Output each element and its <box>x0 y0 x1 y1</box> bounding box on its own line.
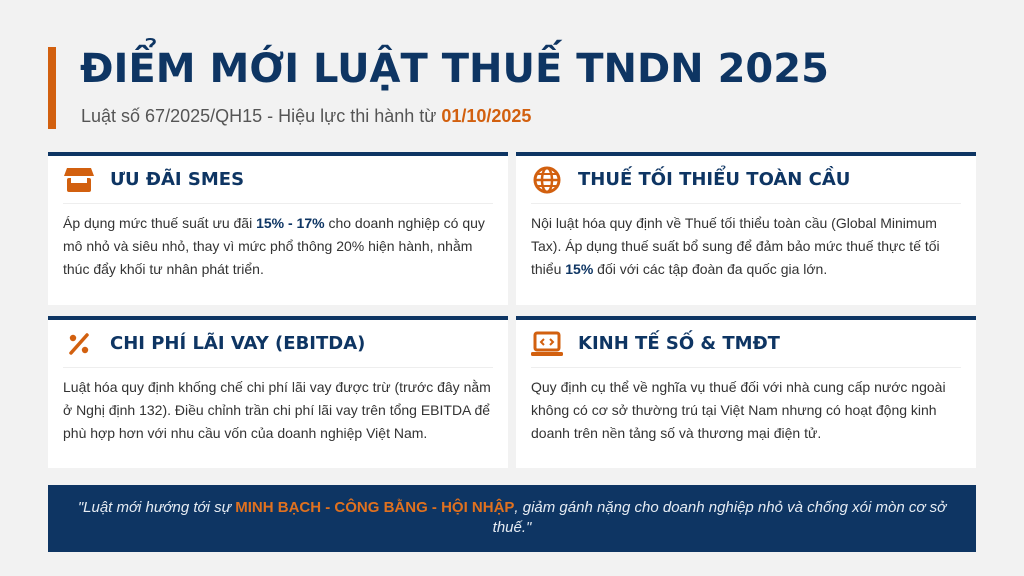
page-subtitle: Luật số 67/2025/QH15 - Hiệu lực thi hành… <box>81 106 531 127</box>
card-digital-economy: KINH TẾ SỐ & TMĐT Quy định cụ thể về ngh… <box>516 316 976 468</box>
page-title: ĐIỂM MỚI LUẬT THUẾ TNDN 2025 <box>80 46 829 92</box>
laptop-code-icon <box>531 328 563 360</box>
card-interest-expense: CHI PHÍ LÃI VAY (EBITDA) Luật hóa quy đị… <box>48 316 508 468</box>
card-title: ƯU ĐÃI SMES <box>110 169 245 190</box>
effective-date: 01/10/2025 <box>441 106 532 126</box>
card-global-min-tax: THUẾ TỐI THIỂU TOÀN CẦU Nội luật hóa quy… <box>516 152 976 305</box>
summary-quote: "Luật mới hướng tới sự MINH BẠCH - CÔNG … <box>48 485 976 552</box>
card-text: Luật hóa quy định khống chế chi phí lãi … <box>63 379 491 441</box>
card-title: KINH TẾ SỐ & TMĐT <box>578 333 780 354</box>
card-smes: ƯU ĐÃI SMES Áp dụng mức thuế suất ưu đãi… <box>48 152 508 305</box>
card-text: Nội luật hóa quy định về Thuế tối thiểu … <box>531 215 940 277</box>
card-text: Quy định cụ thể về nghĩa vụ thuế đối với… <box>531 379 946 441</box>
card-title: THUẾ TỐI THIỂU TOÀN CẦU <box>578 169 851 190</box>
accent-bar <box>48 47 56 129</box>
subtitle-text: Luật số 67/2025/QH15 - Hiệu lực thi hành… <box>81 106 442 126</box>
globe-icon <box>531 164 563 196</box>
store-icon <box>63 164 95 196</box>
card-text: Áp dụng mức thuế suất ưu đãi 15% - 17% c… <box>63 215 485 277</box>
card-title: CHI PHÍ LÃI VAY (EBITDA) <box>110 333 366 354</box>
percent-icon <box>63 328 95 360</box>
